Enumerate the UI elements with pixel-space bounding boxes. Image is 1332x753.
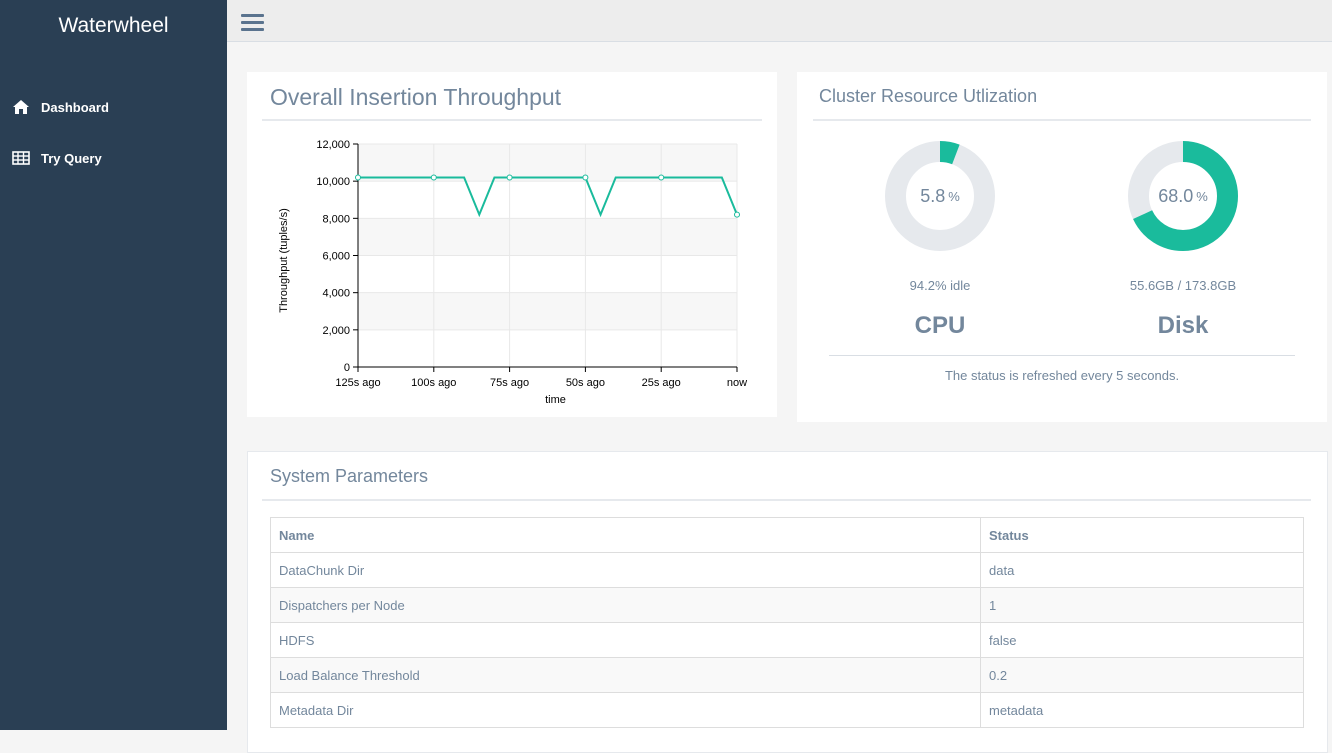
param-status: false [980, 622, 1304, 658]
refresh-note: The status is refreshed every 5 seconds. [944, 368, 1180, 383]
x-axis-title: time [545, 394, 566, 406]
throughput-panel-header: Overall Insertion Throughput [262, 72, 762, 121]
y-tick-label: 2,000 [322, 325, 350, 337]
params-panel: System Parameters Name Status DataChunk … [247, 451, 1328, 753]
home-icon [12, 98, 30, 116]
data-point [355, 174, 361, 181]
data-point [430, 174, 437, 181]
table-row: Load Balance Threshold 0.2 [270, 657, 1304, 693]
sidebar-item-label: Try Query [41, 150, 102, 166]
param-status: 1 [980, 587, 1304, 623]
series-line [358, 176, 738, 218]
param-status: metadata [980, 692, 1304, 728]
cpu-label: CPU [914, 312, 966, 339]
param-name: Dispatchers per Node [270, 587, 981, 623]
disk-donut: 68.0% [1127, 140, 1239, 252]
table-row: HDFS false [270, 622, 1304, 658]
x-tick-label: now [727, 377, 747, 389]
sidebar-item-dashboard[interactable]: Dashboard [12, 95, 109, 119]
param-status: data [980, 552, 1304, 588]
x-tick-label: 125s ago [335, 377, 380, 389]
data-point [658, 174, 665, 181]
param-name: DataChunk Dir [270, 552, 981, 588]
table-row: DataChunk Dir data [270, 552, 1304, 588]
y-tick-label: 8,000 [322, 213, 350, 225]
table-header-row: Name Status [270, 517, 1304, 553]
x-tick-label: 25s ago [642, 377, 681, 389]
sidebar-item-label: Dashboard [41, 99, 109, 115]
x-tick-label: 50s ago [566, 377, 605, 389]
data-point [582, 174, 589, 181]
param-name: Metadata Dir [270, 692, 981, 728]
cpu-idle-text: 94.2% idle [909, 278, 971, 293]
y-axis-title: Throughput (tuples/s) [278, 208, 290, 313]
cluster-panel: Cluster Resource Utlization 5.8% 94.2% i… [797, 72, 1327, 422]
top-nav [227, 0, 1332, 42]
sidebar: Waterwheel Dashboard Try Query [0, 0, 227, 730]
x-tick-label: 75s ago [490, 377, 529, 389]
param-status: 0.2 [980, 657, 1304, 693]
column-header-name: Name [270, 517, 981, 553]
cpu-percent: 5.8% [920, 185, 960, 206]
table-row: Dispatchers per Node 1 [270, 587, 1304, 623]
throughput-panel: Overall Insertion Throughput 0 2,000 4,000… [247, 72, 777, 417]
y-tick-label: 10,000 [316, 176, 350, 188]
cluster-divider [829, 355, 1295, 356]
cluster-title: Cluster Resource Utlization [819, 86, 1038, 106]
params-panel-header: System Parameters [262, 452, 1311, 501]
params-table: Name Status DataChunk Dir data Dispatche… [270, 517, 1304, 728]
disk-donut-fill [1128, 141, 1238, 251]
data-point [506, 174, 513, 181]
x-tick-label: 100s ago [411, 377, 456, 389]
cpu-donut-fill [885, 141, 995, 251]
y-tick-label: 12,000 [316, 139, 350, 151]
grid-band [358, 144, 737, 182]
param-name: HDFS [270, 622, 981, 658]
cpu-donut: 5.8% [884, 140, 996, 252]
throughput-chart: 0 2,000 4,000 6,000 8,000 10,000 12,000 125s ag… [278, 139, 747, 406]
param-name: Load Balance Threshold [270, 657, 981, 693]
grid-band [358, 218, 737, 256]
disk-usage-text: 55.6GB / 173.8GB [1129, 278, 1237, 293]
table-row: Metadata Dir metadata [270, 692, 1304, 728]
throughput-title: Overall Insertion Throughput [270, 84, 562, 110]
y-tick-label: 6,000 [322, 251, 350, 263]
disk-label: Disk [1157, 312, 1209, 339]
sidebar-item-try-query[interactable]: Try Query [12, 146, 102, 170]
menu-toggle-icon[interactable] [241, 14, 264, 32]
data-point [734, 211, 740, 218]
y-tick-label: 4,000 [322, 288, 350, 300]
grid-band [358, 292, 737, 330]
params-title: System Parameters [270, 466, 429, 486]
cluster-panel-header: Cluster Resource Utlization [813, 72, 1311, 121]
column-header-status: Status [980, 517, 1304, 553]
app-title[interactable]: Waterwheel [58, 14, 169, 37]
y-tick-label: 0 [344, 362, 350, 374]
disk-percent: 68.0% [1158, 185, 1208, 206]
table-icon [12, 149, 30, 167]
